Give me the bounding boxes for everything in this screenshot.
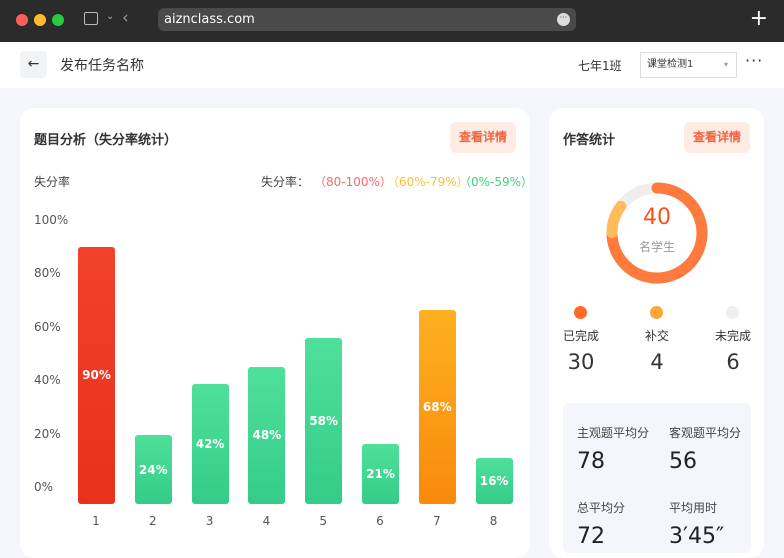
bar-q8[interactable]: 16% xyxy=(475,458,513,504)
legend-low: （0%-59%） xyxy=(459,175,534,189)
avg-time-label: 平均用时 xyxy=(669,501,718,515)
bar-value-label: 42% xyxy=(195,436,225,451)
stats-title: 作答统计 xyxy=(563,133,616,148)
completion-donut xyxy=(606,182,708,284)
minimize-window-button[interactable] xyxy=(34,14,46,26)
objective-avg-label: 客观题平均分 xyxy=(669,426,742,440)
x-tick-label: 4 xyxy=(262,514,271,528)
page-title: 发布任务名称 xyxy=(60,58,144,74)
back-button[interactable]: ← xyxy=(20,51,47,78)
x-tick-label: 6 xyxy=(376,514,384,528)
bar-q6[interactable]: 21% xyxy=(362,443,399,504)
late-value: 4 xyxy=(650,350,664,374)
x-tick-label: 5 xyxy=(319,514,327,528)
total-label: 名学生 xyxy=(638,240,675,254)
new-tab-icon[interactable]: + xyxy=(749,6,768,31)
y-tick-label: 40% xyxy=(34,373,61,387)
x-tick-label: 3 xyxy=(205,514,214,528)
y-axis-label: 失分率 xyxy=(34,175,71,189)
score-metrics-panel: 主观题平均分 客观题平均分 78 56 总平均分 平均用时 72 3′45″ xyxy=(563,403,751,553)
close-window-button[interactable] xyxy=(16,14,28,26)
bar-value-label: 48% xyxy=(252,428,282,443)
task-select[interactable]: 课堂检测1 ▾ xyxy=(640,52,737,78)
page-header: ← 发布任务名称 七年1班 课堂检测1 ▾ ··· xyxy=(0,42,784,88)
back-nav-icon[interactable]: ‹ xyxy=(122,8,129,28)
more-icon[interactable]: ··· xyxy=(557,13,570,26)
bar-q7[interactable]: 68% xyxy=(418,309,456,504)
late-dot xyxy=(650,306,663,319)
stats-detail-button[interactable]: 查看详情 xyxy=(684,122,750,153)
completed-dot xyxy=(574,306,587,319)
analysis-title: 题目分析（失分率统计） xyxy=(34,133,178,148)
analysis-detail-button[interactable]: 查看详情 xyxy=(450,122,516,153)
donut-segment-1 xyxy=(606,182,708,284)
y-tick-label: 80% xyxy=(34,266,61,280)
bar-value-label: 21% xyxy=(366,466,395,481)
late-label: 补交 xyxy=(644,329,669,343)
bar-q4[interactable]: 48% xyxy=(248,366,286,504)
x-tick-label: 1 xyxy=(92,514,100,528)
completed-value: 30 xyxy=(567,350,595,374)
bar-value-label: 24% xyxy=(138,462,168,477)
bar-value-label: 16% xyxy=(479,474,509,489)
incomplete-dot xyxy=(726,306,739,319)
bar-q2[interactable]: 24% xyxy=(134,435,172,504)
avg-time-value: 3′45″ xyxy=(669,524,725,549)
x-tick-label: 7 xyxy=(432,514,441,528)
completed-label: 已完成 xyxy=(562,329,599,343)
incomplete-value: 6 xyxy=(726,350,740,374)
objective-avg-value: 56 xyxy=(669,449,697,474)
browser-chrome: ⌄ ‹ aiznclass.com ··· + xyxy=(0,0,784,42)
select-value: 课堂检测1 xyxy=(647,59,694,70)
maximize-window-button[interactable] xyxy=(52,14,64,26)
y-tick-label: 20% xyxy=(34,427,61,441)
incomplete-label: 未完成 xyxy=(714,329,751,343)
bar-q1[interactable]: 90% xyxy=(78,246,115,504)
chevron-down-icon[interactable]: ⌄ xyxy=(106,11,115,22)
y-tick-label: 100% xyxy=(34,213,69,227)
chevron-down-icon: ▾ xyxy=(723,60,728,69)
y-tick-label: 60% xyxy=(34,320,61,334)
url-text: aiznclass.com xyxy=(164,12,255,27)
subjective-avg-label: 主观题平均分 xyxy=(577,426,650,440)
total-avg-label: 总平均分 xyxy=(577,501,626,515)
subjective-avg-value: 78 xyxy=(577,449,605,474)
y-tick-label: 0% xyxy=(34,480,54,494)
class-name: 七年1班 xyxy=(578,59,622,73)
bar-value-label: 58% xyxy=(309,414,339,429)
more-options-icon[interactable]: ··· xyxy=(745,51,764,70)
bar-q5[interactable]: 58% xyxy=(305,338,343,504)
address-bar[interactable]: aiznclass.com ··· xyxy=(158,8,576,31)
sidebar-toggle-icon[interactable] xyxy=(84,12,98,25)
legend-high: （80-100%） xyxy=(314,175,392,189)
bar-q3[interactable]: 42% xyxy=(191,383,229,504)
legend-label: 失分率： xyxy=(261,175,310,189)
x-tick-label: 8 xyxy=(489,514,498,528)
total-students: 40 xyxy=(643,205,671,230)
total-avg-value: 72 xyxy=(577,524,605,549)
bar-value-label: 90% xyxy=(82,368,111,383)
x-tick-label: 2 xyxy=(148,514,157,528)
legend-mid: （60%-79%） xyxy=(387,175,469,189)
bar-value-label: 68% xyxy=(422,399,452,414)
